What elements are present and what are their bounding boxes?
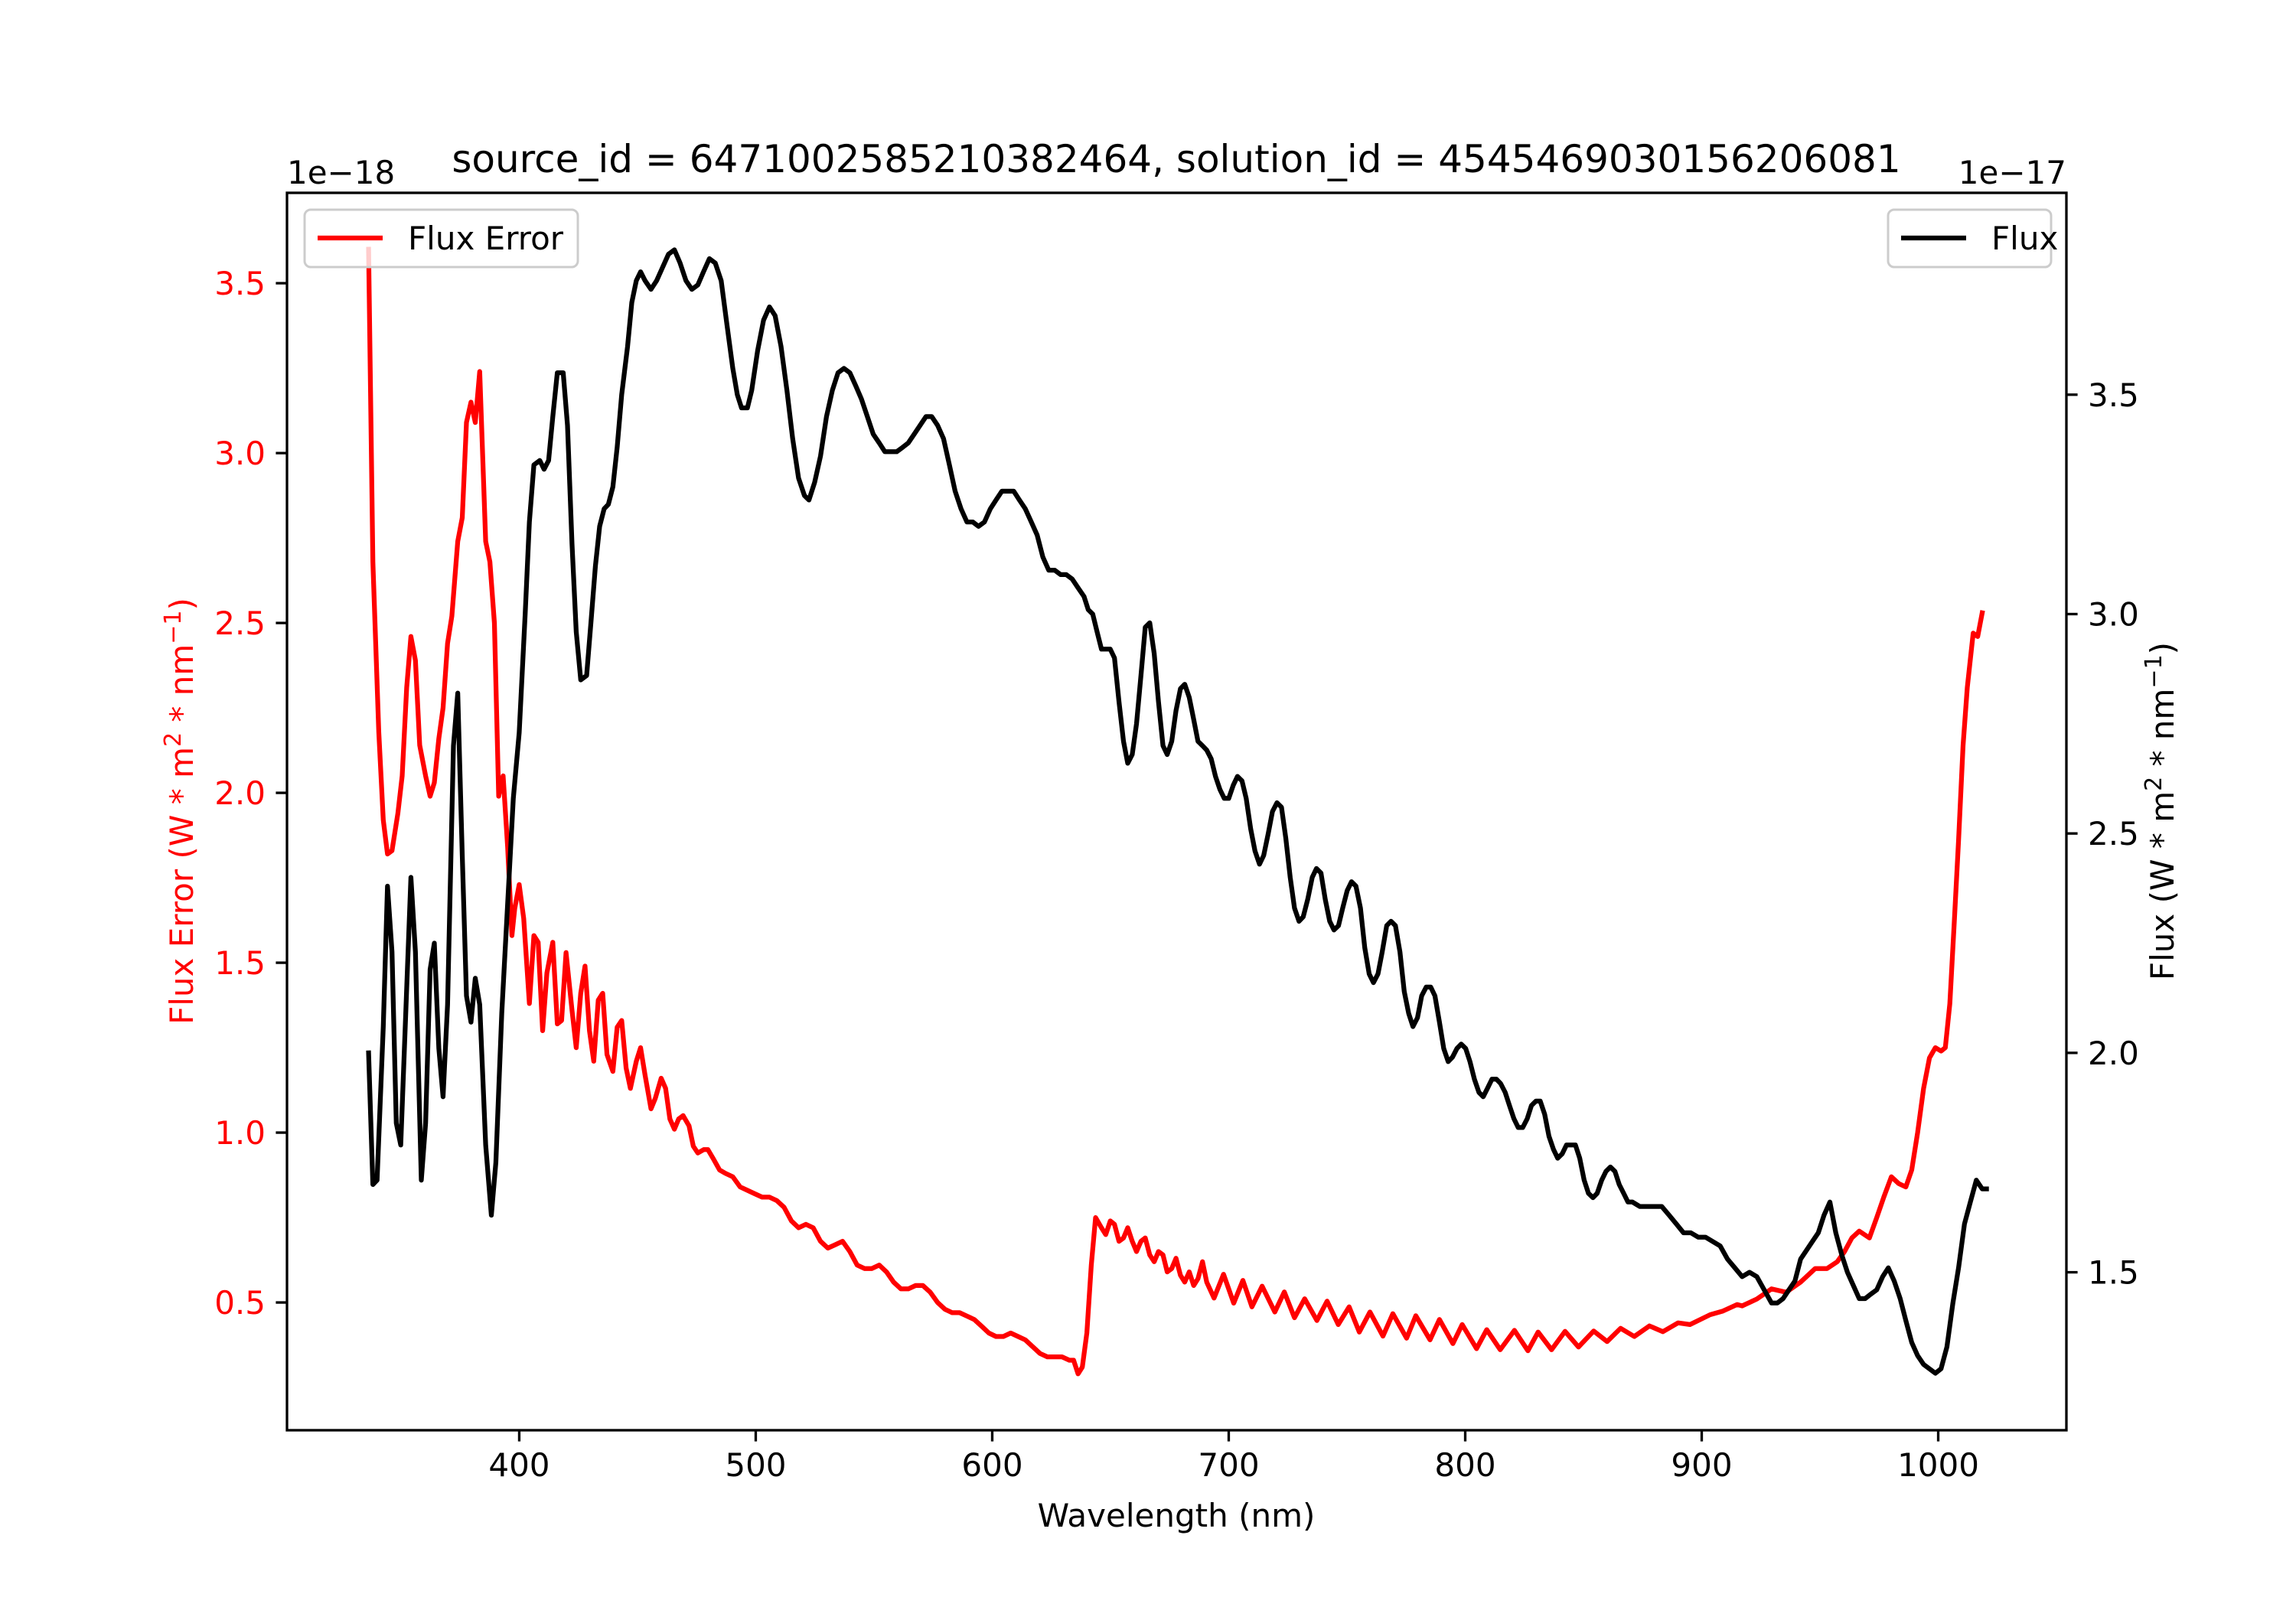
left-y-tick-label: 2.0 [214,774,266,812]
legend-flux-error-frame [303,208,579,269]
axes-frame [285,191,2068,1432]
x-tick-label: 600 [961,1446,1022,1484]
legend-flux: Flux [1887,208,2058,269]
axes-border [285,191,2068,1432]
series-line-flux-error [366,246,1985,1377]
right-y-label-base: Flux (W * m [2144,791,2181,980]
x-tick-label: 1000 [1897,1446,1979,1484]
right-y-label-end: ) [2144,642,2181,654]
left-y-label-sup2: −1 [160,610,187,644]
left-y-label-base: Flux Error (W * m [163,747,201,1025]
right-y-tick-label: 2.5 [2088,815,2139,852]
left-y-axis-label: Flux Error (W * m2 * nm−1) [160,598,201,1025]
x-axis-ticks: 400 500 600 700 800 900 1000 [488,1430,1979,1484]
left-y-tick-label: 2.5 [214,605,266,642]
right-y-axis-ticks: 1.5 2.0 2.5 3.0 3.5 [2066,376,2139,1292]
right-y-axis-label: Flux (W * m2 * nm−1) [2141,642,2181,980]
series-line-flux [366,247,1989,1376]
plot-lines [366,246,1989,1377]
left-y-tick-label: 3.0 [214,435,266,472]
right-y-tick-label: 3.0 [2088,595,2139,633]
left-y-label-end: ) [163,598,201,610]
x-tick-label: 500 [725,1446,786,1484]
left-y-tick-label: 1.0 [214,1114,266,1152]
right-y-tick-label: 3.5 [2088,376,2139,414]
left-y-tick-label: 3.5 [214,265,266,302]
x-axis-label: Wavelength (nm) [1038,1497,1316,1534]
right-y-label-sup1: 2 [2141,777,2167,791]
left-y-label-sup1: 2 [160,732,187,747]
right-axis-offset-text: 1e−17 [1958,154,2066,191]
x-tick-label: 400 [488,1446,550,1484]
right-y-tick-label: 1.5 [2088,1254,2139,1292]
legend-flux-label: Flux [1991,220,2058,257]
x-tick-label: 700 [1198,1446,1259,1484]
legend-flux-frame [1887,208,2053,269]
x-tick-label: 800 [1434,1446,1495,1484]
left-y-axis-ticks: 0.5 1.0 1.5 2.0 2.5 3.0 3.5 [214,265,287,1322]
left-y-label-mid: * nm [163,644,201,732]
right-y-tick-label: 2.0 [2088,1035,2139,1072]
left-axis-offset-text: 1e−18 [287,154,395,191]
left-y-tick-label: 0.5 [214,1284,266,1322]
legend-flux-error: Flux Error [303,208,579,269]
right-y-label-mid: * nm [2144,689,2181,777]
legend-flux-error-label: Flux Error [408,220,564,257]
left-y-tick-label: 1.5 [214,944,266,982]
right-y-label-sup2: −1 [2141,654,2167,688]
x-tick-label: 900 [1671,1446,1732,1484]
chart-title: source_id = 6471002585210382464, solutio… [452,137,1900,181]
